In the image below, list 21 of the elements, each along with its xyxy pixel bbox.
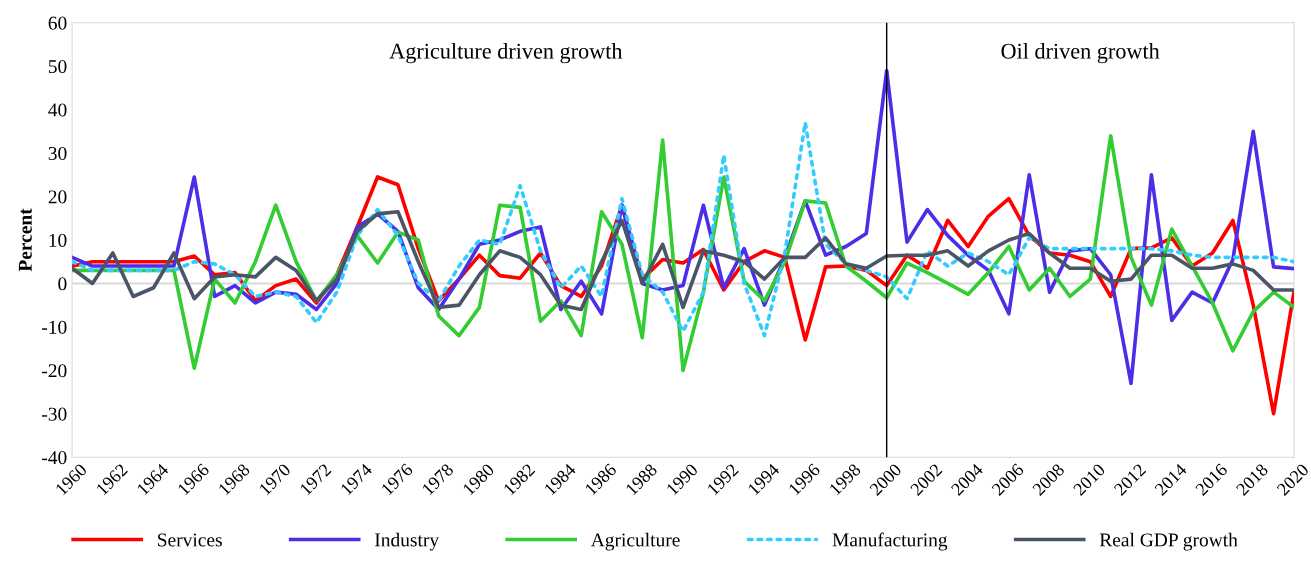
legend-label: Real GDP growth [1099,532,1238,551]
y-tick-label: 0 [58,277,67,291]
legend-label: Industry [374,532,440,551]
annotation: Oil driven growth [1001,43,1160,64]
y-tick-label: 60 [48,16,67,30]
legend-label: Services [158,533,222,547]
legend-label: Agriculture [590,532,680,551]
y-tick-label: 50 [48,59,67,74]
y-tick-label: -20 [42,364,67,378]
y-tick-label: 40 [48,103,67,117]
y-tick-label: 20 [48,190,67,204]
legend-label: Manufacturing [832,532,948,551]
y-axis-title: Percent [18,208,32,272]
line-series [72,209,1294,312]
y-tick-label: -10 [42,320,67,334]
annotation: Agriculture driven growth [389,43,623,64]
y-tick-label: 30 [48,146,67,161]
y-tick-label: -30 [42,407,67,421]
y-tick-label: -40 [42,451,67,465]
y-tick-label: 10 [49,233,67,247]
line-series [72,120,1294,338]
